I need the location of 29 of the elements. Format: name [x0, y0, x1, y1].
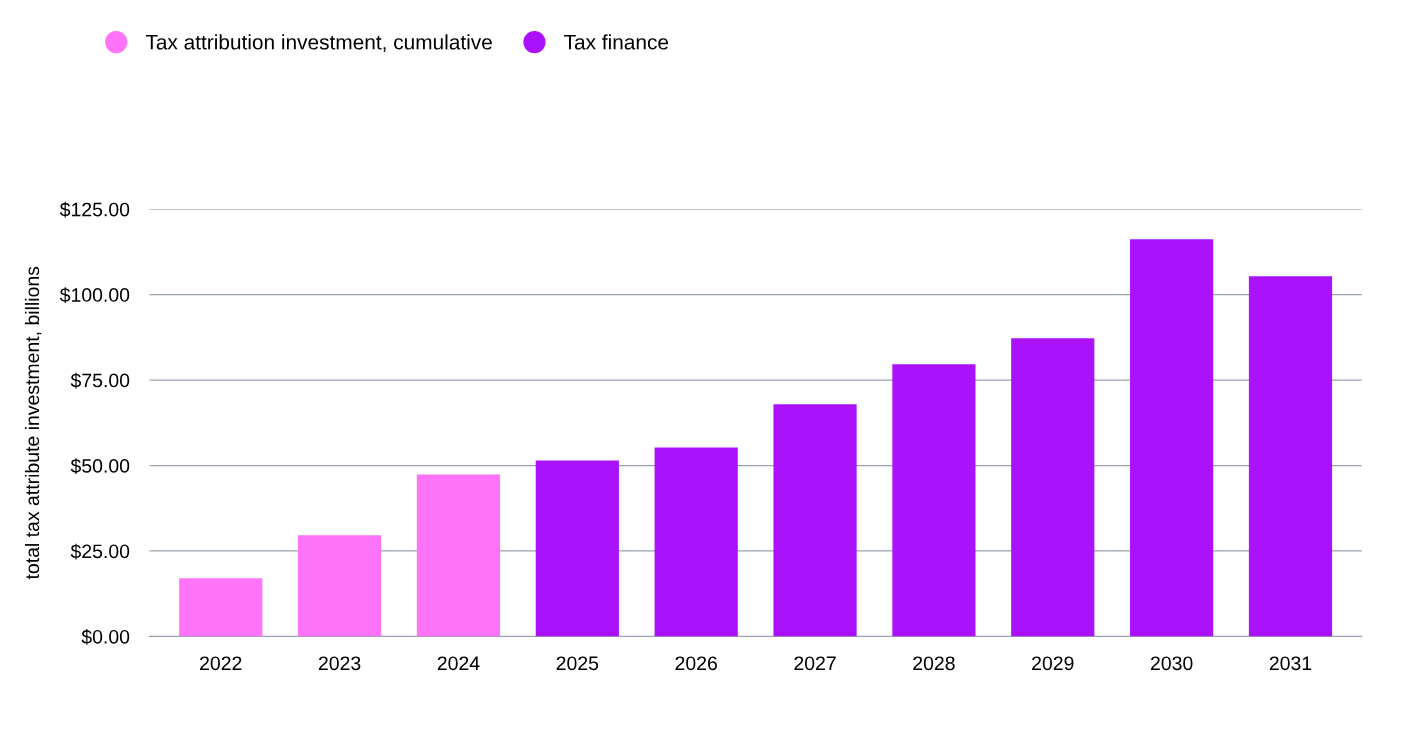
x-tick-label: 2028	[913, 656, 955, 671]
y-tick-label: $125.00	[59, 201, 130, 218]
bar	[1248, 276, 1333, 637]
x-tick-label: 2022	[200, 656, 242, 671]
y-tick-label: $75.00	[70, 372, 130, 389]
bar	[416, 474, 501, 637]
x-tick-label: 2030	[1150, 656, 1193, 671]
bar	[1130, 239, 1214, 637]
y-tick-label: $100.00	[59, 287, 130, 304]
y-tick-label: $0.00	[81, 629, 130, 645]
y-tick-label: $25.00	[70, 543, 130, 560]
bar	[297, 535, 382, 637]
x-tick-label: 2023	[318, 656, 361, 671]
x-tick-label: 2029	[1032, 656, 1074, 671]
bar	[892, 364, 976, 637]
bar	[773, 404, 857, 637]
bar	[654, 447, 738, 637]
x-tick-label: 2024	[437, 656, 480, 671]
x-tick-label: 2027	[794, 656, 836, 671]
x-tick-label: 2031	[1269, 656, 1312, 671]
y-tick-label: $50.00	[70, 458, 130, 474]
bar	[535, 460, 619, 637]
bar	[1011, 338, 1095, 637]
legend-label: Tax finance	[564, 34, 669, 50]
x-tick-label: 2026	[675, 656, 717, 671]
x-tick-label: 2025	[556, 656, 599, 671]
y-axis-title: total tax attribute investment, billions	[24, 266, 42, 580]
legend-label: Tax attribution investment, cumulative	[145, 34, 492, 53]
bar	[179, 578, 263, 637]
